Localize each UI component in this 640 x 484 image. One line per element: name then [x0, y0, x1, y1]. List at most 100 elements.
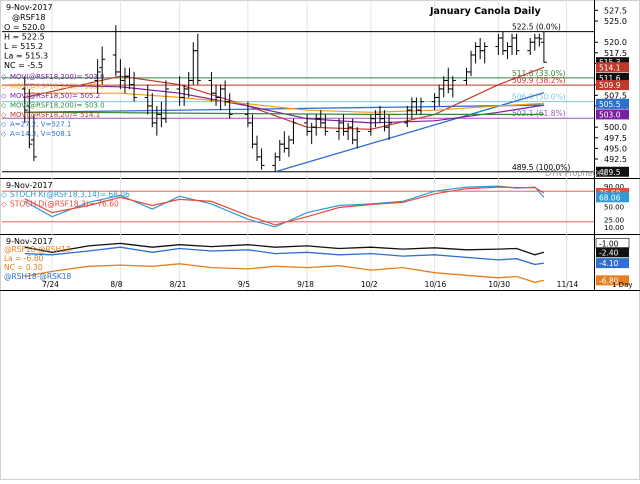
right-value-label-text: -2.40: [599, 248, 619, 257]
right-value-label: 503.0: [596, 109, 629, 120]
x-tick-label: 8/21: [170, 280, 187, 289]
right-value-label-bg: [596, 57, 629, 68]
stoch-line: [24, 185, 545, 228]
price-header-line: O = 520.0: [4, 23, 45, 32]
x-axis-labels: 7/24 8/8 8/21 9/5 9/18 10/2 10/16 10/30 11/14: [42, 280, 578, 289]
stoch-y-tick-label: 50.00: [604, 204, 624, 212]
right-value-label-text: 511.6: [599, 74, 621, 83]
ohlc-bar: [540, 31, 547, 63]
ohlc-bar: [481, 42, 488, 64]
price-header-line: NC = -5.5: [4, 61, 43, 70]
price-legend-entry: MOV(@RSF18,20)= 514.1: [10, 111, 100, 119]
price-legend-entry: MOV(@RSF18,200)= 503.0: [10, 73, 105, 81]
right-value-label: 514.1: [596, 62, 629, 72]
x-tick-label: 9/5: [238, 280, 250, 289]
right-value-label-bg: [596, 258, 629, 269]
period-label: 1 Day: [612, 281, 633, 289]
price-y-tick-label: 497.5: [604, 134, 627, 143]
stoch-legend-glyph: ◇: [1, 200, 7, 209]
right-value-label-bg: [596, 62, 629, 73]
price-legend-glyph: ◇: [1, 102, 7, 110]
right-value-label-text: 503.0: [599, 110, 621, 119]
trendline: [24, 104, 544, 113]
ohlc-bar: [131, 71, 138, 102]
right-value-label-bg: [596, 166, 629, 177]
ohlc-bar: [322, 114, 329, 136]
stoch-legend-entry: STOCH D(@RSF18,3)= 76.60: [10, 200, 119, 209]
price-header-symbol: @RSF18: [12, 13, 45, 22]
price-y-tick-label: 525.0: [604, 17, 627, 26]
ohlc-bar: [162, 80, 169, 123]
right-value-label-bg: [596, 98, 629, 109]
stoch-header-date: 9-Nov-2017: [6, 181, 53, 190]
price-y-tick-label: 517.5: [604, 49, 627, 58]
stoch-y-tick-label: 10.00: [604, 224, 624, 232]
fib-level-label: 509.9 (38.2%): [512, 76, 566, 85]
stoch-line: [24, 186, 545, 226]
price-legend-entry: A=27.2, V=527.1: [10, 121, 71, 129]
x-tick-label: 7/24: [42, 280, 59, 289]
right-value-labels: 515.3514.1511.6509.9505.5503.0489.576.60…: [595, 57, 630, 286]
price-legend-glyph: ◇: [1, 130, 7, 138]
right-value-label: 509.9: [596, 80, 629, 91]
stoch-legend-glyph: ◇: [1, 190, 7, 199]
moving-average-line: [24, 111, 544, 116]
ohlc-bar: [290, 118, 297, 145]
fib-level-label: 522.5 (0.0%): [512, 23, 561, 32]
price-header-line: La = 515.3: [4, 52, 48, 61]
watermark: DTN ProphetX®: [545, 169, 609, 178]
right-value-label-bg: [596, 192, 629, 203]
right-value-label: -1.00: [595, 238, 630, 249]
stoch-legend-entry: STOCH K(@RSF18,3,14)= 68.06: [10, 190, 130, 199]
x-tick-label: 11/14: [557, 280, 579, 289]
spread-line: [24, 263, 545, 283]
right-value-label-text: -6.80: [599, 276, 619, 285]
spread-legend-entry: @RSH18-@RSK18: [4, 272, 72, 281]
price-legend-glyph: ◇: [1, 73, 7, 81]
ohlc-bar: [449, 76, 456, 98]
right-value-label-text: 509.9: [599, 81, 621, 90]
ohlc-bar: [94, 59, 101, 94]
fib-level-label: 489.5 (100.0%): [512, 163, 570, 172]
right-value-label-text: 68.06: [599, 193, 621, 202]
price-legend-entry: MOV(@RSF18,200)= 503.0: [10, 102, 105, 110]
price-legend-glyph: ◇: [1, 111, 7, 119]
right-value-label-text: -4.10: [599, 259, 619, 268]
spread-legend-entry: NC = 0.30: [4, 263, 43, 272]
right-value-label: 68.06: [596, 192, 629, 203]
grid-layer: [51, 0, 568, 290]
price-legend-glyph: ◇: [1, 121, 7, 129]
ohlc-bar: [354, 127, 361, 149]
ohlc-bar: [26, 88, 33, 149]
ohlc-bar: [226, 93, 233, 119]
ohlc-bar: [417, 97, 424, 115]
legends: O = 520.0H = 522.5L = 515.2La = 515.3NC …: [1, 23, 130, 281]
price-y-tick-label: 495.0: [604, 144, 627, 153]
fibonacci-levels: 522.5 (0.0%) 511.6 (33.0%)509.9 (38.2%) 50…: [2, 23, 594, 173]
right-value-label: -6.80: [596, 275, 629, 286]
ohlc-bar: [258, 148, 265, 170]
ohlc-bar: [30, 114, 37, 162]
price-header-line: H = 522.5: [4, 33, 45, 42]
price-y-tick-label: 520.0: [604, 38, 627, 47]
spread-line: [24, 242, 545, 256]
price-legend-glyph: ◇: [1, 83, 7, 91]
ohlc-bar: [194, 33, 201, 85]
right-value-label: -4.10: [596, 258, 629, 269]
spread-lines: [24, 242, 545, 283]
price-y-tick-label: 500.0: [604, 123, 627, 132]
right-value-label-bg: [596, 247, 629, 258]
ohlc-bar: [386, 114, 393, 140]
ohlc-bar: [536, 33, 543, 47]
right-value-label: 511.6: [596, 72, 629, 83]
price-header-line: L = 515.2: [4, 42, 43, 51]
right-value-label: 505.5: [596, 98, 629, 109]
right-value-label-text: 514.1: [599, 63, 621, 72]
right-value-label-text: -1.00: [599, 239, 619, 248]
x-tick-label: 10/30: [488, 280, 510, 289]
right-value-label-text: 489.5: [599, 168, 621, 177]
stochastic-lines: [2, 185, 594, 228]
spread-legend-entry: La = -6.80: [4, 254, 43, 263]
right-value-label: 489.5: [596, 166, 629, 177]
